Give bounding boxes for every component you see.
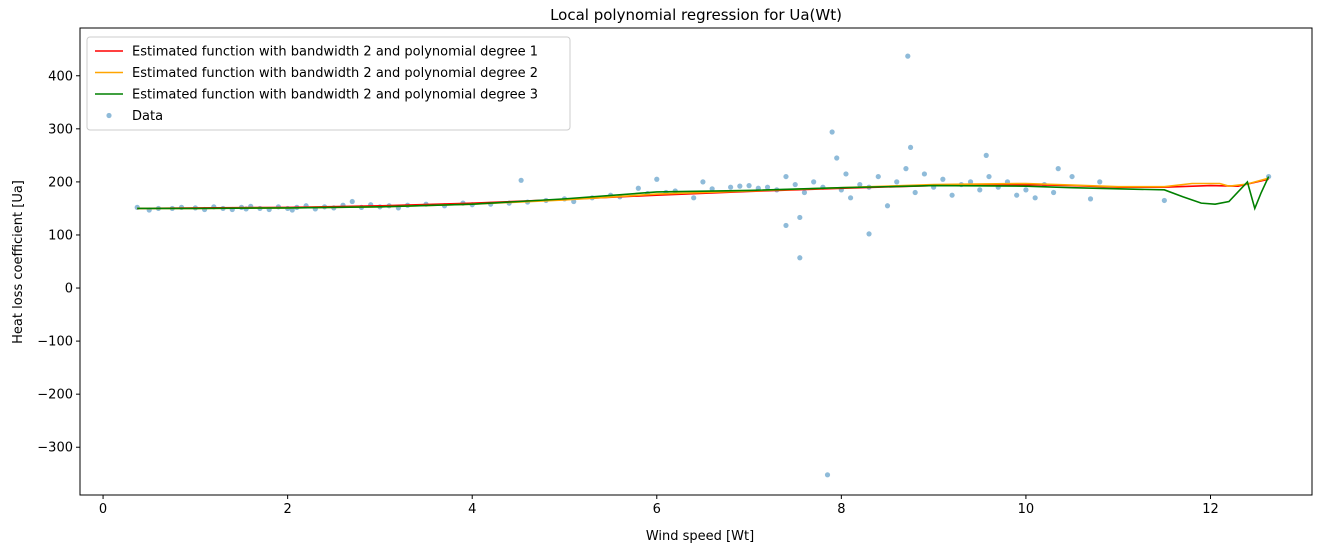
- data-point: [884, 203, 891, 209]
- x-tick-label: 8: [837, 502, 845, 517]
- plot-frame: [79, 27, 1313, 496]
- data-point: [894, 179, 900, 185]
- y-tick-label: 200: [48, 175, 73, 190]
- data-point: [903, 166, 909, 172]
- data-point: [967, 179, 974, 185]
- legend-label: Estimated function with bandwidth 2 and …: [132, 45, 538, 60]
- data-point: [783, 222, 789, 229]
- data-point: [983, 152, 989, 158]
- data-point: [797, 255, 803, 261]
- data-point: [1051, 189, 1057, 196]
- x-tick-label: 0: [99, 502, 107, 517]
- y-tick-label: 300: [48, 122, 73, 137]
- data-point: [792, 181, 798, 188]
- x-axis-label: Wind speed [Wt]: [646, 529, 754, 544]
- x-tick-label: 2: [283, 502, 291, 517]
- data-point: [783, 173, 789, 180]
- data-point: [949, 192, 955, 198]
- x-tick-label: 4: [468, 502, 476, 517]
- data-point: [289, 207, 295, 213]
- y-tick-label: 400: [48, 69, 73, 84]
- data-point: [746, 183, 752, 189]
- data-point: [824, 472, 831, 478]
- data-point: [700, 179, 706, 185]
- data-point: [1097, 179, 1103, 185]
- data-point: [1014, 192, 1020, 198]
- chart-title: Local polynomial regression for Ua(Wt): [550, 6, 842, 24]
- data-point: [1032, 195, 1038, 201]
- data-point: [977, 187, 983, 193]
- data-point: [905, 53, 911, 59]
- data-point: [940, 176, 946, 182]
- legend-label: Estimated function with bandwidth 2 and …: [132, 66, 538, 81]
- legend-label: Estimated function with bandwidth 2 and …: [132, 88, 538, 103]
- data-point: [691, 195, 697, 201]
- y-tick-label: 100: [48, 228, 73, 243]
- data-point: [1087, 196, 1094, 202]
- data-point: [1161, 197, 1167, 204]
- x-tick-label: 10: [1018, 502, 1035, 517]
- legend-box: [86, 36, 571, 131]
- data-point: [764, 184, 771, 190]
- y-tick-label: −300: [37, 441, 73, 456]
- data-point: [801, 189, 808, 196]
- data-point: [875, 173, 881, 180]
- legend-label: Data: [132, 109, 163, 124]
- line: [137, 176, 1270, 211]
- data-point: [654, 176, 660, 182]
- data-point: [829, 129, 835, 135]
- data-point: [797, 214, 803, 221]
- data-point: [912, 189, 918, 196]
- data-point: [709, 186, 715, 192]
- data-point: [811, 179, 817, 185]
- y-axis-label: Heat loss coefficient [Ua]: [11, 180, 26, 344]
- x-tick-label: 12: [1202, 502, 1219, 517]
- data-point: [1069, 173, 1075, 180]
- y-tick-label: 0: [65, 282, 73, 297]
- data-point: [843, 171, 849, 177]
- data-point: [986, 173, 992, 180]
- data-point: [1055, 166, 1061, 172]
- data-point: [921, 171, 928, 177]
- data-point: [907, 144, 914, 151]
- data-point: [635, 185, 641, 191]
- y-tick-label: −200: [37, 388, 73, 403]
- y-tick-label: −100: [37, 335, 73, 350]
- data-point: [1023, 187, 1029, 193]
- x-tick-label: 6: [653, 502, 661, 517]
- data-point: [737, 183, 743, 189]
- legend-marker: [106, 112, 112, 119]
- data-point: [728, 184, 734, 190]
- data-point: [857, 181, 863, 188]
- data-point: [518, 177, 524, 183]
- data-point: [349, 198, 355, 205]
- data-point: [834, 155, 840, 161]
- data-point: [866, 231, 872, 237]
- data-point: [847, 195, 854, 201]
- legend: Estimated function with bandwidth 2 and …: [86, 36, 571, 131]
